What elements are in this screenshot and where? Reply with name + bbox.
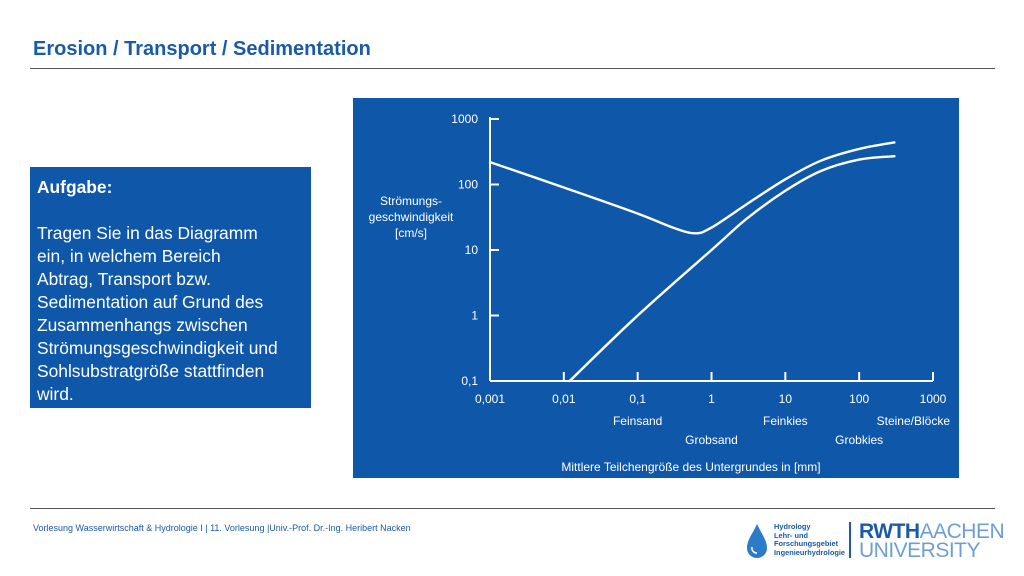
chart-svg: 0,1 1 10 100 1000 0,001 0,01 0,1 1 10 100 1000 Ström… xyxy=(369,112,951,474)
rwth-logo-light: AACHEN xyxy=(919,520,1005,543)
footer-divider xyxy=(30,508,995,509)
rwth-logo-line1: RWTHAACHEN xyxy=(859,520,1005,544)
hjulstrom-chart: 0,1 1 10 100 1000 0,001 0,01 0,1 1 10 100 1000 Ström… xyxy=(353,98,959,478)
task-spacer xyxy=(37,199,303,222)
x-tick-label: 1000 xyxy=(920,392,947,406)
title-divider xyxy=(30,68,995,69)
y-tick-label: 1000 xyxy=(451,112,478,126)
x-tick-label: 0,01 xyxy=(552,392,576,406)
hydrology-logo: Hydrology Lehr- und Forschungsgebiet Ing… xyxy=(745,522,855,562)
task-line: Abtrag, Transport bzw. xyxy=(37,269,211,289)
x-tick-label: 10 xyxy=(779,392,793,406)
task-line: Zusammenhangs zwischen xyxy=(37,315,248,335)
logo-divider xyxy=(849,522,851,558)
x-tick-label: 0,001 xyxy=(475,392,505,406)
x-tick-label: 100 xyxy=(849,392,869,406)
hydro-line: Ingenieurhydrologie xyxy=(774,547,846,557)
y-axis-label: Strömungs- xyxy=(380,194,442,208)
task-line: Sohlsubstratgröße stattfinden xyxy=(37,361,265,381)
task-line: Strömungsgeschwindigkeit und xyxy=(37,338,278,358)
hydro-line: Hydrology xyxy=(774,522,811,531)
grain-class-label: Grobkies xyxy=(835,433,883,447)
y-tick-label: 0,1 xyxy=(461,374,478,388)
x-axis-label: Mittlere Teilchengröße des Untergrundes … xyxy=(561,460,820,474)
grain-class-label: Feinkies xyxy=(763,414,808,428)
water-drop-icon xyxy=(747,524,767,558)
grain-class-label: Grobsand xyxy=(685,433,738,447)
y-tick-label: 100 xyxy=(458,178,478,192)
erosion-curve xyxy=(488,141,896,235)
rwth-logo: RWTHAACHEN UNIVERSITY xyxy=(859,520,1005,562)
y-tick-label: 1 xyxy=(471,309,478,323)
task-line: Tragen Sie in das Diagramm xyxy=(37,223,258,243)
rwth-logo-bold: RWTH xyxy=(859,520,920,543)
x-tick-label: 0,1 xyxy=(629,392,646,406)
grain-class-label: Feinsand xyxy=(613,414,662,428)
grain-class-label: Steine/Blöcke xyxy=(877,414,951,428)
footer-text: Vorlesung Wasserwirtschaft & Hydrologie … xyxy=(33,523,411,533)
task-line: wird. xyxy=(37,384,74,404)
sedimentation-curve xyxy=(568,155,896,383)
y-axis-label: geschwindigkeit xyxy=(369,210,454,224)
hydrology-logo-text: Hydrology Lehr- und Forschungsgebiet Ing… xyxy=(774,522,846,557)
rwth-logo-line2: UNIVERSITY xyxy=(859,539,981,562)
x-tick-label: 1 xyxy=(708,392,715,406)
y-tick-label: 10 xyxy=(465,243,479,257)
hydro-line: Lehr- und xyxy=(774,530,809,540)
task-box: Aufgabe: Tragen Sie in das Diagramm ein,… xyxy=(30,167,311,408)
task-heading: Aufgabe: xyxy=(37,177,113,197)
slide-title: Erosion / Transport / Sedimentation xyxy=(33,38,371,60)
y-axis-label: [cm/s] xyxy=(395,226,427,240)
task-line: ein, in welchem Bereich xyxy=(37,246,221,266)
hydro-line: Forschungsgebiet xyxy=(774,539,839,549)
task-line: Sedimentation auf Grund des xyxy=(37,292,264,312)
